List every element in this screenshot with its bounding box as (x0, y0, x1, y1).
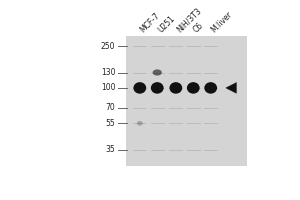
Text: 100: 100 (101, 83, 116, 92)
Text: 35: 35 (106, 145, 116, 154)
Text: NIH/3T3: NIH/3T3 (175, 6, 203, 34)
Text: M.liver: M.liver (210, 9, 234, 34)
Bar (126, 36, 247, 166)
Text: 250: 250 (101, 42, 116, 51)
Ellipse shape (134, 82, 146, 94)
Ellipse shape (187, 82, 200, 94)
Ellipse shape (169, 82, 182, 94)
Text: MCF-7: MCF-7 (139, 11, 162, 34)
Ellipse shape (137, 121, 143, 126)
Text: 55: 55 (106, 119, 116, 128)
Ellipse shape (204, 82, 217, 94)
Text: C6: C6 (192, 20, 206, 34)
Ellipse shape (151, 82, 164, 94)
Ellipse shape (153, 69, 162, 76)
Text: U251: U251 (156, 14, 176, 34)
Polygon shape (226, 83, 236, 93)
Text: 130: 130 (101, 68, 116, 77)
Text: 70: 70 (106, 103, 116, 112)
